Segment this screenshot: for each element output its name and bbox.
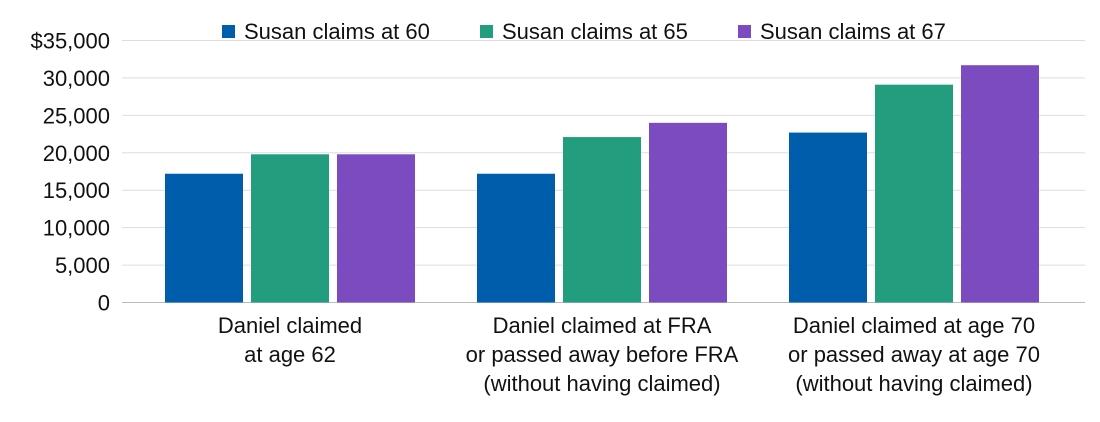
legend-swatch <box>480 25 493 38</box>
x-category-label: or passed away before FRA <box>466 342 739 367</box>
y-tick-label: 20,000 <box>43 141 110 166</box>
legend-swatch <box>738 25 751 38</box>
x-category-label: or passed away at age 70 <box>788 342 1040 367</box>
legend-label: Susan claims at 60 <box>244 19 430 44</box>
x-category-label: (without having claimed) <box>795 371 1032 396</box>
x-category-label: at age 62 <box>244 342 336 367</box>
legend-label: Susan claims at 65 <box>502 19 688 44</box>
bar-2-2 <box>563 137 641 303</box>
bar-1-1 <box>165 173 243 303</box>
bar-3-3 <box>961 65 1039 303</box>
x-category-label: Daniel claimed <box>218 313 362 338</box>
y-tick-label: 0 <box>98 291 110 316</box>
bar-1-2 <box>477 173 555 303</box>
y-tick-label: 30,000 <box>43 66 110 91</box>
bar-3-2 <box>649 122 727 303</box>
y-tick-label: 5,000 <box>55 253 110 278</box>
bar-1-3 <box>789 132 867 303</box>
x-category-label: Daniel claimed at FRA <box>493 313 712 338</box>
bar-2-3 <box>875 84 953 303</box>
bar-2-1 <box>251 154 329 303</box>
x-category-label: Daniel claimed at age 70 <box>793 313 1035 338</box>
x-category-label: (without having claimed) <box>483 371 720 396</box>
legend-label: Susan claims at 67 <box>760 19 946 44</box>
legend-swatch <box>222 25 235 38</box>
y-tick-label: $35,000 <box>30 29 110 54</box>
y-tick-label: 10,000 <box>43 216 110 241</box>
y-tick-label: 25,000 <box>43 103 110 128</box>
bar-3-1 <box>337 154 415 303</box>
y-tick-label: 15,000 <box>43 178 110 203</box>
